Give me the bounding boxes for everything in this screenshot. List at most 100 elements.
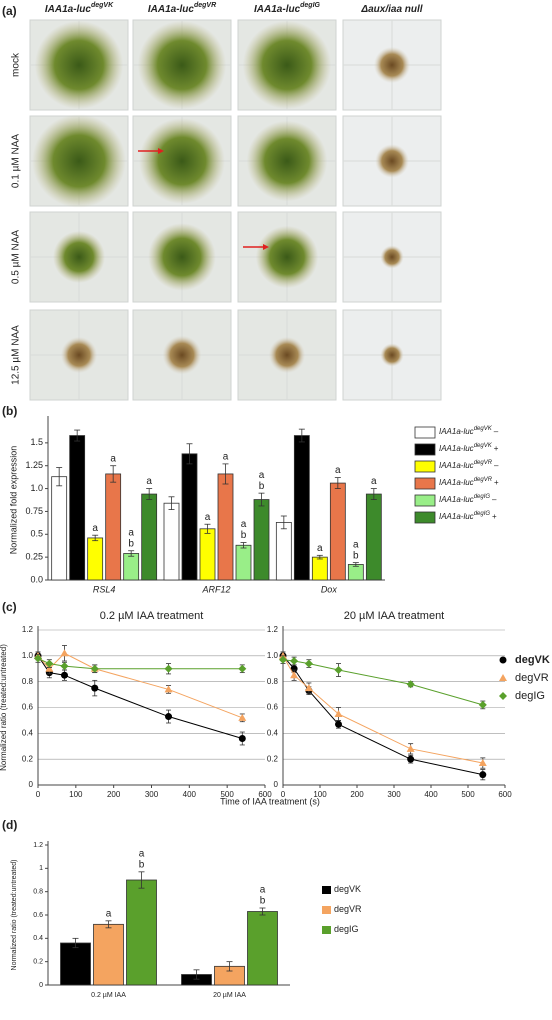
legend-swatch <box>322 886 331 894</box>
point <box>334 666 343 675</box>
point <box>478 700 487 709</box>
legend-suffix: – <box>494 427 499 436</box>
significance-letter: a <box>205 512 211 523</box>
y-tick-label: 0.6 <box>33 912 43 919</box>
legend-name: IAA1a-luc <box>439 512 474 521</box>
y-tick-label: 0.2 <box>33 959 43 966</box>
legend-label: IAA1a-lucdegVK – <box>439 426 499 437</box>
bar <box>217 473 234 581</box>
y-axis-label: Normalized fold expression <box>8 446 18 555</box>
legend-name: degVR <box>334 904 362 914</box>
y-tick-label: 0.5 <box>30 529 43 539</box>
point <box>304 684 313 692</box>
bar <box>275 522 292 581</box>
legend-name: degIG <box>334 924 359 934</box>
x-tick-label: 0.2 µM IAA <box>91 992 126 999</box>
significance-letter: a <box>92 523 98 534</box>
moss-colony <box>139 118 225 204</box>
point <box>60 649 69 657</box>
significance-letter: a <box>260 885 266 896</box>
y-axis-label: Normalized ratio (treated:untreated) <box>0 644 8 771</box>
legend-marker <box>499 674 507 681</box>
bar <box>199 528 216 581</box>
point <box>60 662 69 671</box>
y-tick-label: 1.2 <box>22 625 34 634</box>
panel-label: (c) <box>2 600 17 614</box>
bar <box>60 942 91 986</box>
bar <box>247 911 278 986</box>
legend-sup: degIG <box>474 511 491 517</box>
bar <box>181 453 198 581</box>
legend-label: degIG <box>334 924 359 934</box>
bar <box>253 499 270 581</box>
significance-letter: b <box>241 530 247 541</box>
moss-colony <box>268 336 306 374</box>
legend-label: IAA1a-lucdegVR + <box>439 477 499 488</box>
legend-swatch <box>414 426 436 439</box>
bar <box>329 482 346 581</box>
panel-label: (a) <box>2 4 17 18</box>
significance-letter: a <box>139 848 145 859</box>
column-label-sup: degVR <box>194 2 216 9</box>
moss-colony <box>32 114 126 208</box>
legend-name: degIG <box>515 690 545 702</box>
significance-letter: a <box>259 470 265 481</box>
significance-letter: b <box>260 896 266 907</box>
point <box>479 771 487 779</box>
legend-label: degVR <box>515 672 549 684</box>
column-label-sup: degVK <box>91 2 114 9</box>
panel-label: (b) <box>2 404 17 418</box>
x-tick-label: 300 <box>145 790 159 799</box>
point <box>335 720 342 728</box>
moss-colony <box>53 231 105 283</box>
column-label: IAA1a-lucdegIG <box>254 2 321 15</box>
x-tick-label: 0 <box>36 790 41 799</box>
x-tick-label: 200 <box>107 790 121 799</box>
x-tick-label: ARF12 <box>201 584 230 594</box>
bar <box>141 493 158 581</box>
legend-sup: degVK <box>474 443 493 449</box>
bar <box>365 493 382 581</box>
y-tick-label: 0 <box>29 780 34 789</box>
x-tick-label: 100 <box>313 790 327 799</box>
x-axis-label: Time of IAA treatment (s) <box>220 796 320 806</box>
moss-colony <box>380 245 404 269</box>
moss-colony <box>148 223 216 291</box>
y-tick-label: 0 <box>39 982 43 989</box>
y-tick-label: 1.0 <box>30 483 43 493</box>
x-tick-label: 600 <box>258 790 272 799</box>
significance-letter: a <box>371 476 377 487</box>
significance-letter: a <box>110 453 116 464</box>
arrow-head <box>158 148 164 154</box>
legend-name: IAA1a-luc <box>439 495 474 504</box>
column-label-text: IAA1a-luc <box>148 4 195 15</box>
series-line <box>37 657 243 670</box>
column-label: IAA1a-lucdegVK <box>45 2 114 15</box>
point <box>290 665 298 673</box>
moss-colony <box>380 343 404 367</box>
column-label-sup: degIG <box>300 2 320 9</box>
legend-label: IAA1a-lucdegVR – <box>439 460 499 471</box>
legend-swatch <box>414 477 436 490</box>
legend-name: IAA1a-luc <box>439 427 474 436</box>
series-line <box>37 652 243 719</box>
significance-letter: a <box>146 476 152 487</box>
legend-name: degVK <box>515 654 550 666</box>
y-axis-label: Normalized ratio (treated:untreated) <box>11 860 18 971</box>
y-tick-label: 0.8 <box>267 677 279 686</box>
significance-letter: b <box>128 538 134 549</box>
chart-title: 0.2 µM IAA treatment <box>100 610 204 622</box>
point <box>164 685 173 693</box>
significance-letter: a <box>353 539 359 550</box>
bar <box>126 879 157 986</box>
bar <box>235 544 252 581</box>
point <box>304 659 313 668</box>
legend-suffix: – <box>494 461 499 470</box>
bar <box>105 473 122 581</box>
significance-letter: a <box>335 465 341 476</box>
legend-suffix: + <box>494 478 499 487</box>
moss-colony <box>162 335 202 375</box>
bar <box>123 553 140 581</box>
panel-label: (d) <box>2 818 17 832</box>
x-tick-label: Dox <box>321 584 338 594</box>
